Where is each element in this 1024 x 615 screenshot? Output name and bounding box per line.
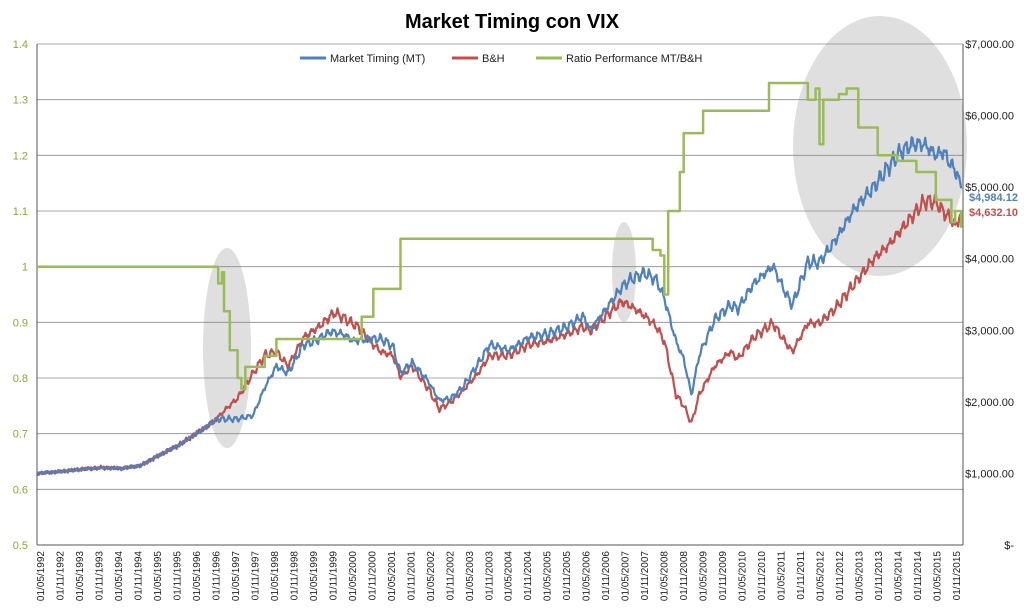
x-tick-label: 01/11/1995	[172, 551, 183, 601]
left-tick-label: 0.9	[13, 317, 28, 329]
x-tick-label: 01/11/2010	[757, 551, 768, 601]
x-tick-label: 01/05/1994	[114, 551, 125, 601]
x-tick-label: 01/05/2012	[816, 551, 827, 601]
x-tick-label: 01/11/1996	[211, 551, 222, 601]
x-tick-label: 01/05/2000	[348, 551, 359, 601]
x-tick-label: 01/11/2001	[406, 551, 417, 601]
x-tick-label: 01/11/2011	[796, 551, 807, 600]
x-tick-label: 01/11/2012	[835, 551, 846, 601]
right-tick-label: $3,000.00	[965, 325, 1014, 337]
x-tick-label: 01/11/1999	[328, 551, 339, 601]
x-tick-label: 01/11/1998	[289, 551, 300, 601]
x-tick-label: 01/11/2014	[913, 551, 924, 601]
x-tick-label: 01/11/1997	[250, 551, 261, 601]
right-tick-label: $7,000.00	[965, 39, 1014, 51]
x-tick-label: 01/05/2006	[582, 551, 593, 601]
left-tick-label: 0.8	[13, 373, 28, 385]
x-tick-label: 01/05/2005	[543, 551, 554, 601]
x-tick-label: 01/11/2008	[679, 551, 690, 601]
legend-label-3: Ratio Performance MT/B&H	[566, 53, 702, 65]
x-tick-label: 01/11/2009	[718, 551, 729, 601]
x-tick-label: 01/05/2001	[387, 551, 398, 601]
x-tick-label: 01/05/2002	[426, 551, 437, 601]
left-tick-label: 1	[22, 262, 28, 274]
x-tick-label: 01/05/2014	[894, 551, 905, 601]
legend: Market Timing (MT) B&H Ratio Performance M…	[300, 53, 702, 65]
series-line-3	[37, 81, 963, 391]
x-tick-label: 01/05/2004	[504, 551, 515, 601]
legend-label-1: Market Timing (MT)	[330, 53, 425, 65]
x-tick-label: 01/11/2007	[640, 551, 651, 601]
x-tick-label: 01/11/1992	[56, 551, 67, 601]
x-tick-label: 01/05/1993	[75, 551, 86, 601]
left-tick-label: 1.4	[13, 39, 28, 51]
end-value-label-2: $4,632.10	[969, 207, 1018, 219]
x-tick-label: 01/05/2011	[777, 551, 788, 601]
x-tick-label: 01/11/1993	[95, 551, 106, 601]
x-tick-label: 01/05/1997	[231, 551, 242, 601]
x-tick-label: 01/05/1998	[270, 551, 281, 601]
x-tick-label: 01/05/2015	[933, 551, 944, 601]
end-labels: $4,984.12 $4,632.10	[969, 192, 1018, 219]
x-tick-label: 01/11/2015	[952, 551, 963, 601]
x-tick-label: 01/11/2013	[874, 551, 885, 601]
x-tick-label: 01/05/2003	[465, 551, 476, 601]
x-tick-label: 01/11/2006	[601, 551, 612, 601]
axis-layer: 0.5 0.6 0.7 0.8 0.9 1 1.1 1.2 1.3 1.4 $- $1,000.00 $…	[13, 39, 1015, 601]
x-tick-label: 01/11/2002	[445, 551, 456, 601]
x-tick-label: 01/11/1994	[133, 551, 144, 601]
highlight-ellipse-2	[612, 222, 636, 322]
left-tick-label: 1.2	[13, 150, 28, 162]
highlight-ellipse-3	[793, 16, 967, 276]
left-tick-label: 0.6	[13, 484, 28, 496]
chart-title: Market Timing con VIX	[405, 11, 620, 33]
left-tick-label: 0.5	[13, 540, 28, 552]
left-tick-label: 1.3	[13, 95, 28, 107]
x-tick-label: 01/05/1999	[309, 551, 320, 601]
series-line-1	[36, 136, 963, 476]
x-tick-label: 01/11/2003	[484, 551, 495, 601]
x-tick-label: 01/05/2008	[660, 551, 671, 601]
left-tick-label: 0.7	[13, 429, 28, 441]
right-tick-label: $-	[1004, 540, 1014, 552]
right-tick-label: $5,000.00	[965, 182, 1014, 194]
right-tick-label: $6,000.00	[965, 111, 1014, 123]
x-tick-label: 01/05/1996	[192, 551, 203, 601]
end-value-label-1: $4,984.12	[969, 192, 1018, 204]
right-tick-label: $2,000.00	[965, 397, 1014, 409]
x-tick-label: 01/05/2013	[855, 551, 866, 601]
x-tick-label: 01/11/2005	[562, 551, 573, 601]
legend-label-2: B&H	[482, 53, 505, 65]
right-tick-label: $4,000.00	[965, 254, 1014, 266]
x-tick-label: 01/05/2009	[699, 551, 710, 601]
x-tick-label: 01/05/1992	[36, 551, 47, 601]
x-tick-label: 01/05/1995	[153, 551, 164, 601]
x-tick-label: 01/11/2004	[523, 551, 534, 601]
right-tick-label: $1,000.00	[965, 468, 1014, 480]
x-tick-label: 01/05/2007	[621, 551, 632, 601]
x-tick-label: 01/11/2000	[367, 551, 378, 601]
series-layer	[36, 81, 963, 476]
x-tick-label: 01/05/2010	[738, 551, 749, 601]
left-tick-label: 1.1	[13, 206, 28, 218]
